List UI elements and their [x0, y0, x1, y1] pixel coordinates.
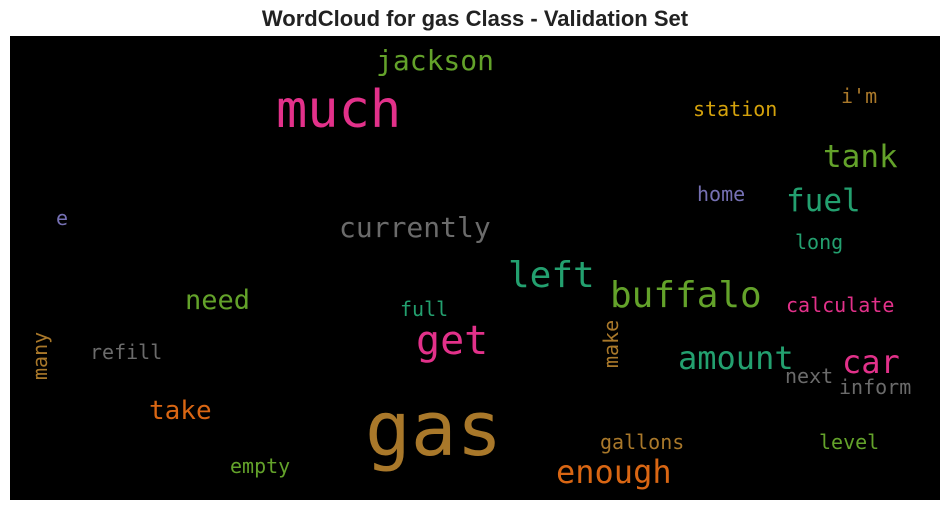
word-full: full — [400, 297, 449, 321]
word-gallons: gallons — [600, 430, 685, 454]
word-refill: refill — [90, 340, 163, 364]
word-need: need — [185, 285, 251, 316]
word-next: next — [785, 364, 834, 388]
word-left: left — [508, 255, 595, 296]
word-amount: amount — [678, 339, 794, 377]
word-tank: tank — [823, 139, 898, 175]
word-e: e — [56, 206, 69, 230]
word-station: station — [693, 97, 778, 121]
word-currently: currently — [339, 211, 491, 244]
word-make: make — [599, 319, 623, 368]
word-inform: inform — [839, 375, 912, 399]
word-level: level — [819, 430, 880, 454]
word-buffalo: buffalo — [610, 275, 762, 316]
word-i-m: i'm — [841, 84, 878, 108]
word-many: many — [28, 331, 52, 380]
word-jackson: jackson — [376, 44, 495, 77]
word-get: get — [416, 318, 489, 364]
word-take: take — [149, 396, 212, 426]
chart-title: WordCloud for gas Class - Validation Set — [261, 6, 689, 31]
wordcloud-canvas: gas much get buffalo left enough amount car jack… — [10, 36, 940, 500]
word-long: long — [795, 230, 844, 254]
word-empty: empty — [230, 454, 291, 478]
word-enough: enough — [556, 453, 672, 491]
word-home: home — [697, 182, 746, 206]
word-gas: gas — [365, 384, 503, 473]
word-much: much — [276, 80, 402, 140]
word-car: car — [842, 343, 900, 381]
word-calculate: calculate — [786, 293, 895, 317]
word-fuel: fuel — [786, 183, 861, 219]
